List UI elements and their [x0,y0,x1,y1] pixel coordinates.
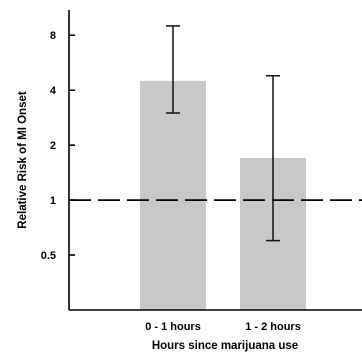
y-tick-label: 0.5 [41,250,56,262]
y-tick-label: 4 [50,85,57,97]
x-category-label: 1 - 2 hours [245,321,301,333]
y-tick-label: 8 [50,30,56,42]
x-category-label: 0 - 1 hours [145,321,201,333]
bars-layer [140,80,306,310]
y-tick-label: 2 [50,140,56,152]
y-ticks-layer: 0.5 1 2 4 8 [41,30,75,262]
y-axis-title: Relative Risk of MI Onset [17,91,29,229]
x-categories-layer: 0 - 1 hours 1 - 2 hours [145,321,301,333]
x-axis-title: Hours since marijuana use [152,340,298,352]
bar [140,80,206,310]
y-tick-label: 1 [50,195,56,207]
error-bars-layer [166,25,280,242]
